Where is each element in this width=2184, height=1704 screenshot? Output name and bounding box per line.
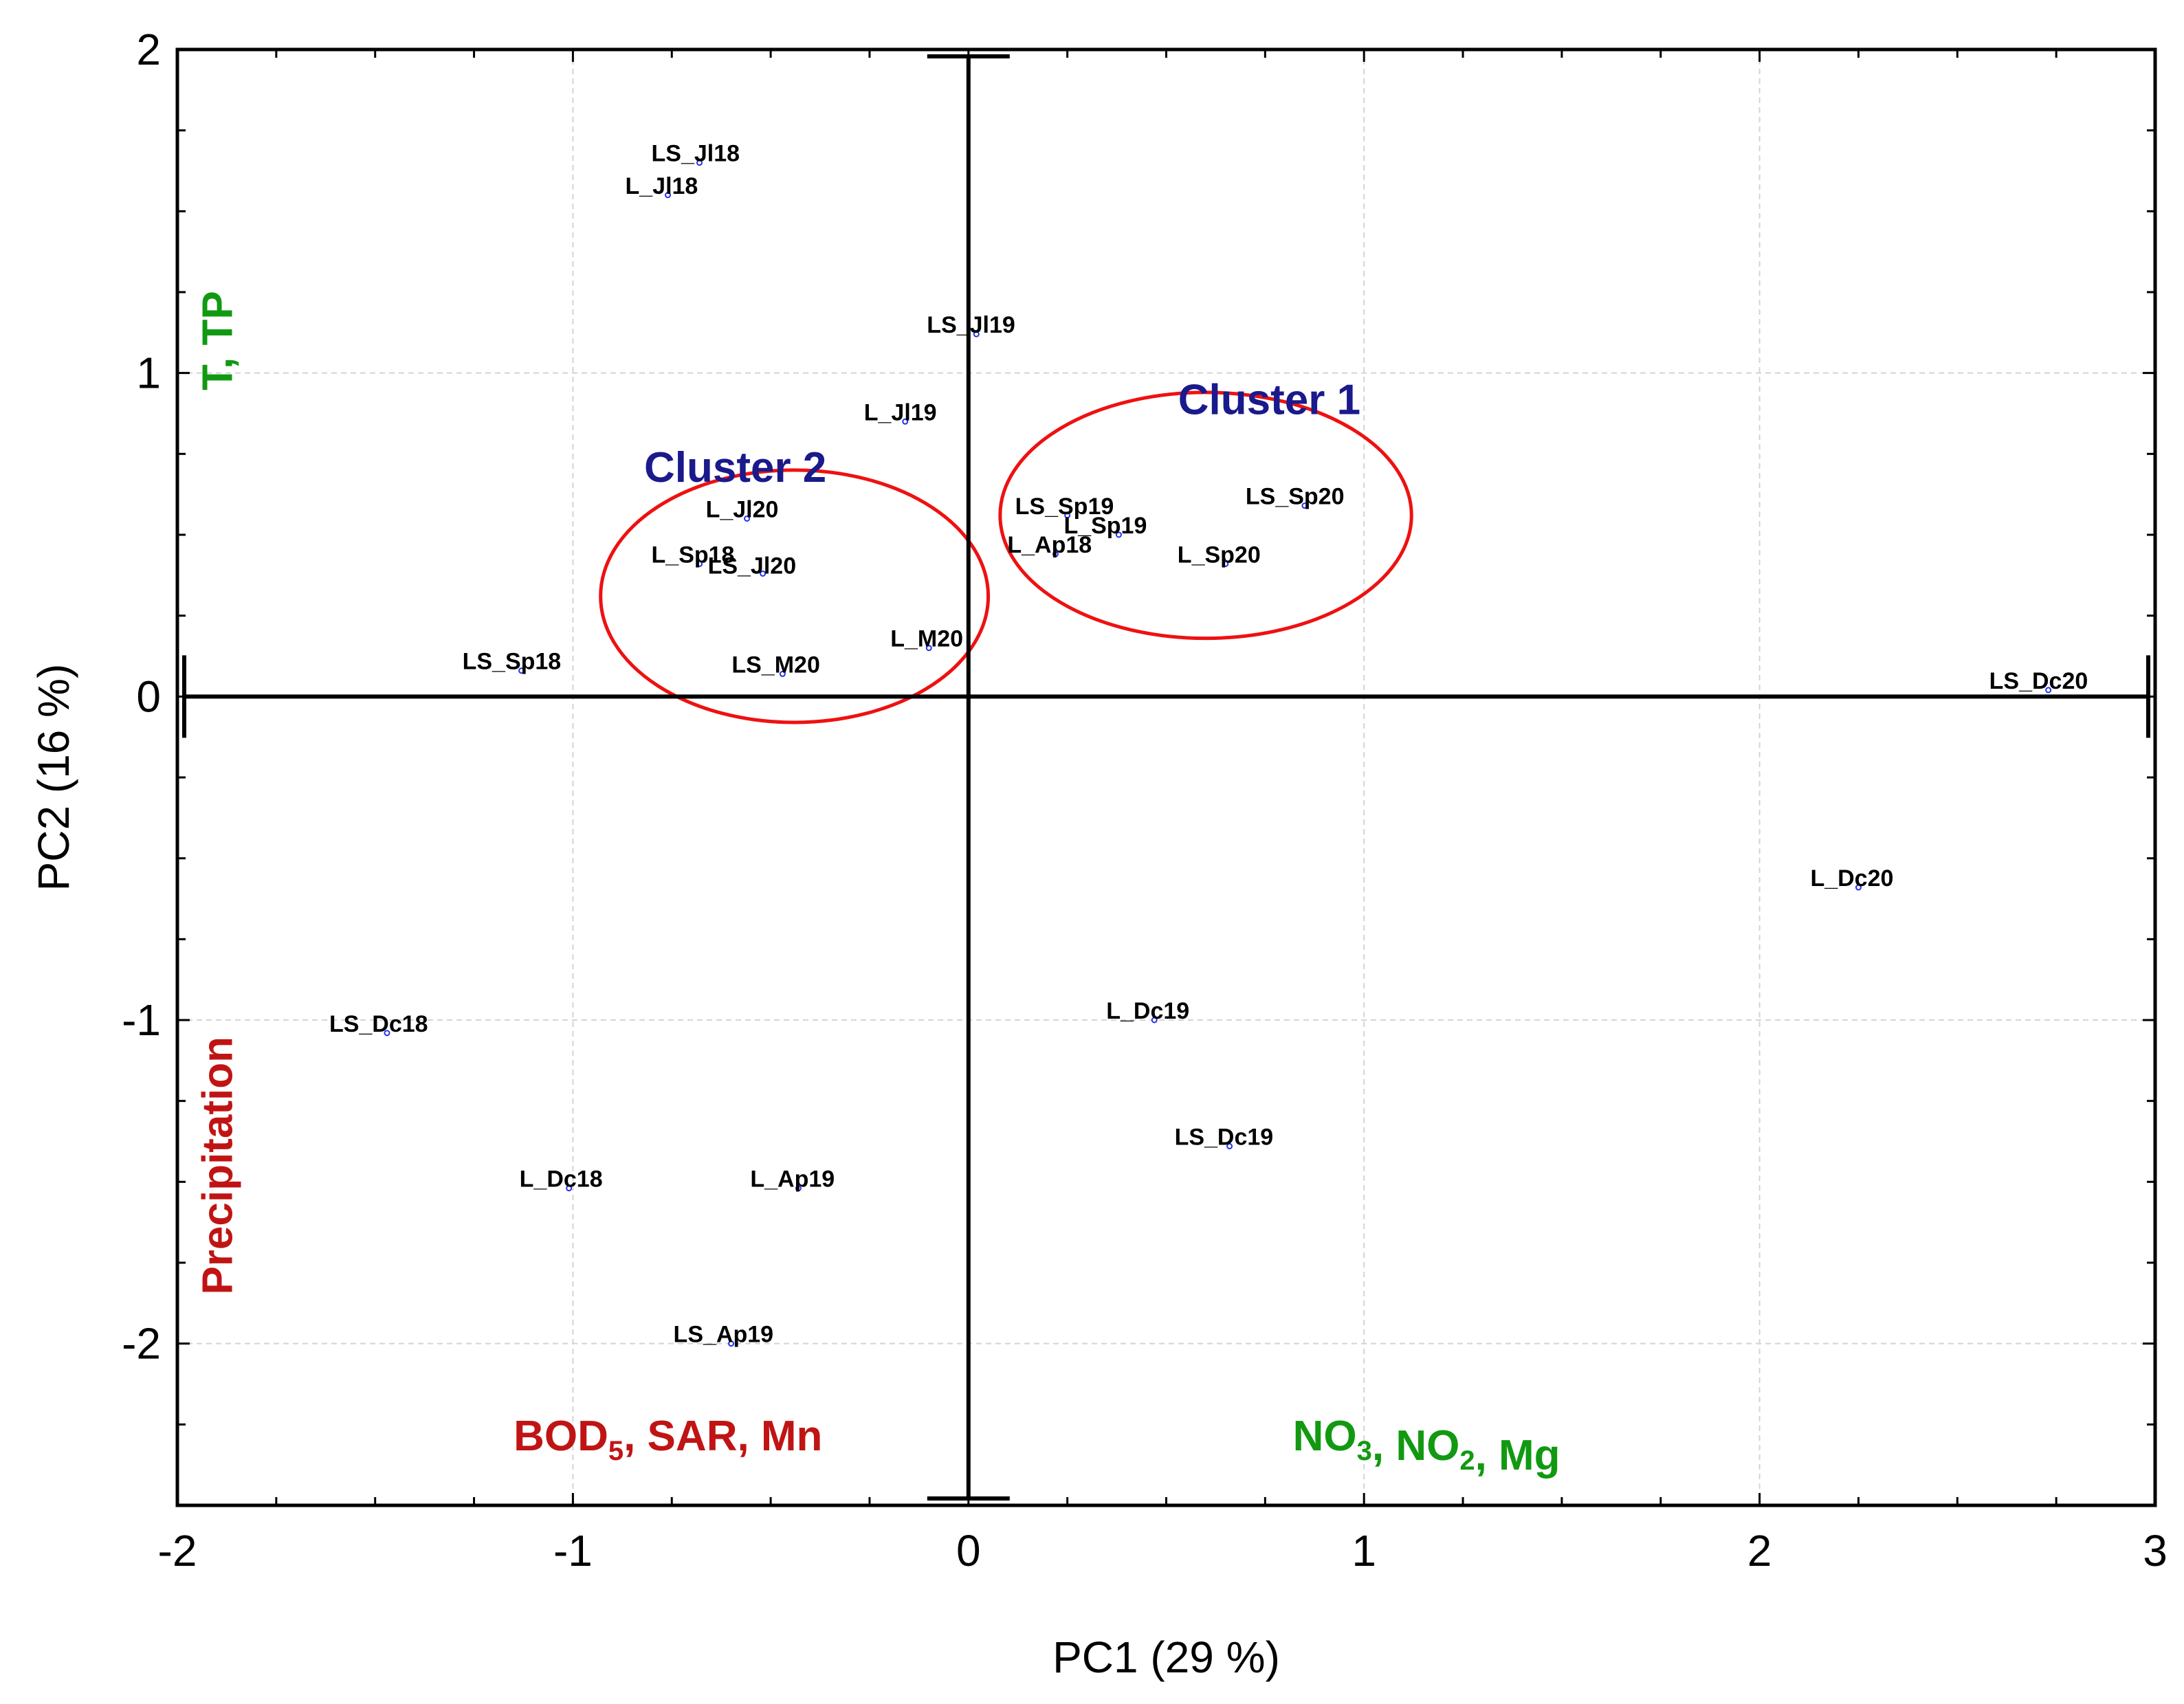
point-marker [728,1340,735,1347]
point-marker [1226,1143,1233,1150]
point-marker [696,560,703,567]
point-marker [760,570,766,577]
point-marker [1064,512,1071,519]
point-label: L_Jl19 [864,399,937,425]
point-label: LS_Sp20 [1246,484,1345,510]
y-tick-label: 0 [136,672,161,721]
cluster-ellipses [599,390,1413,724]
x-tick-label: 1 [1352,1526,1376,1575]
point-marker [744,515,751,522]
cluster-ellipse-1 [998,390,1413,641]
y-tick-label: 2 [136,25,161,74]
x-tick-label: -2 [158,1526,197,1575]
point-marker [925,645,932,652]
point-marker [1222,560,1229,567]
y-tick-label: -1 [122,995,161,1045]
point-marker [664,192,671,199]
variable-annotations: T, TP Precipitation BOD5, SAR, Mn NO3, NO2,… [195,291,1560,1479]
point-label: LS_Sp19 [1015,494,1114,520]
point-marker [384,1030,390,1037]
point-label: L_Jl18 [625,173,698,199]
point-marker [1151,1017,1158,1023]
y-tick-label: -2 [122,1319,161,1369]
point-marker [696,159,703,166]
point-label: L_M20 [890,626,963,652]
point-marker [902,418,909,425]
point-marker [566,1185,573,1192]
point-label: L_Sp20 [1178,542,1261,568]
point-label: LS_Dc18 [329,1011,428,1037]
axis-ticks [176,48,2157,1507]
data-points: LS_Jl18L_Jl18LS_Jl19L_Jl19L_Jl20L_Sp18LS… [329,141,2088,1348]
point-label: L_Jl20 [706,496,779,522]
point-marker [795,1185,802,1192]
tick-labels: -2 -1 0 1 2 3 2 1 0 -1 -2 [122,25,2168,1575]
point-marker [1052,551,1059,557]
cluster-label-1: Cluster 1 [1178,376,1360,423]
point-label: L_Sp18 [652,542,735,568]
point-marker [1301,502,1308,509]
point-label: L_Ap19 [750,1166,835,1193]
point-label: L_Dc20 [1810,865,1893,892]
point-marker [1115,531,1122,538]
y-axis-title: PC2 (16 %) [29,664,78,892]
x-tick-label: 2 [1747,1526,1772,1575]
point-label: LS_M20 [731,652,820,678]
x-tick-label: 0 [956,1526,981,1575]
point-marker [779,670,786,677]
point-label: L_Dc18 [520,1166,603,1193]
variable-label-bod: BOD5, SAR, Mn [514,1413,822,1466]
point-label: LS_Dc19 [1175,1125,1274,1151]
point-label: LS_Dc20 [1989,668,2088,694]
point-label: LS_Jl20 [708,553,797,579]
point-label: LS_Sp18 [463,649,562,675]
cluster-label-2: Cluster 2 [644,444,826,491]
point-marker [1855,884,1862,891]
point-label: L_Ap18 [1007,532,1092,558]
variable-label-no3: NO3, NO2, Mg [1293,1413,1560,1479]
point-label: L_Dc19 [1106,998,1189,1024]
point-marker [973,331,980,338]
cluster-ellipse-2 [599,468,991,724]
cluster-labels: Cluster 1 Cluster 2 [644,376,1360,491]
point-marker [518,667,525,674]
point-label: LS_Jl19 [927,312,1015,338]
x-tick-label: 3 [2143,1526,2168,1575]
point-marker [2045,687,2052,694]
x-tick-label: -1 [553,1526,593,1575]
point-label: LS_Ap19 [674,1322,774,1348]
y-tick-label: 1 [136,348,161,398]
variable-label-precip: Precipitation [195,1037,242,1295]
variable-label-t_tp: T, TP [195,291,242,390]
x-axis-title: PC1 (29 %) [1052,1633,1280,1682]
point-label: L_Sp19 [1063,513,1147,539]
point-label: LS_Jl18 [652,141,740,167]
